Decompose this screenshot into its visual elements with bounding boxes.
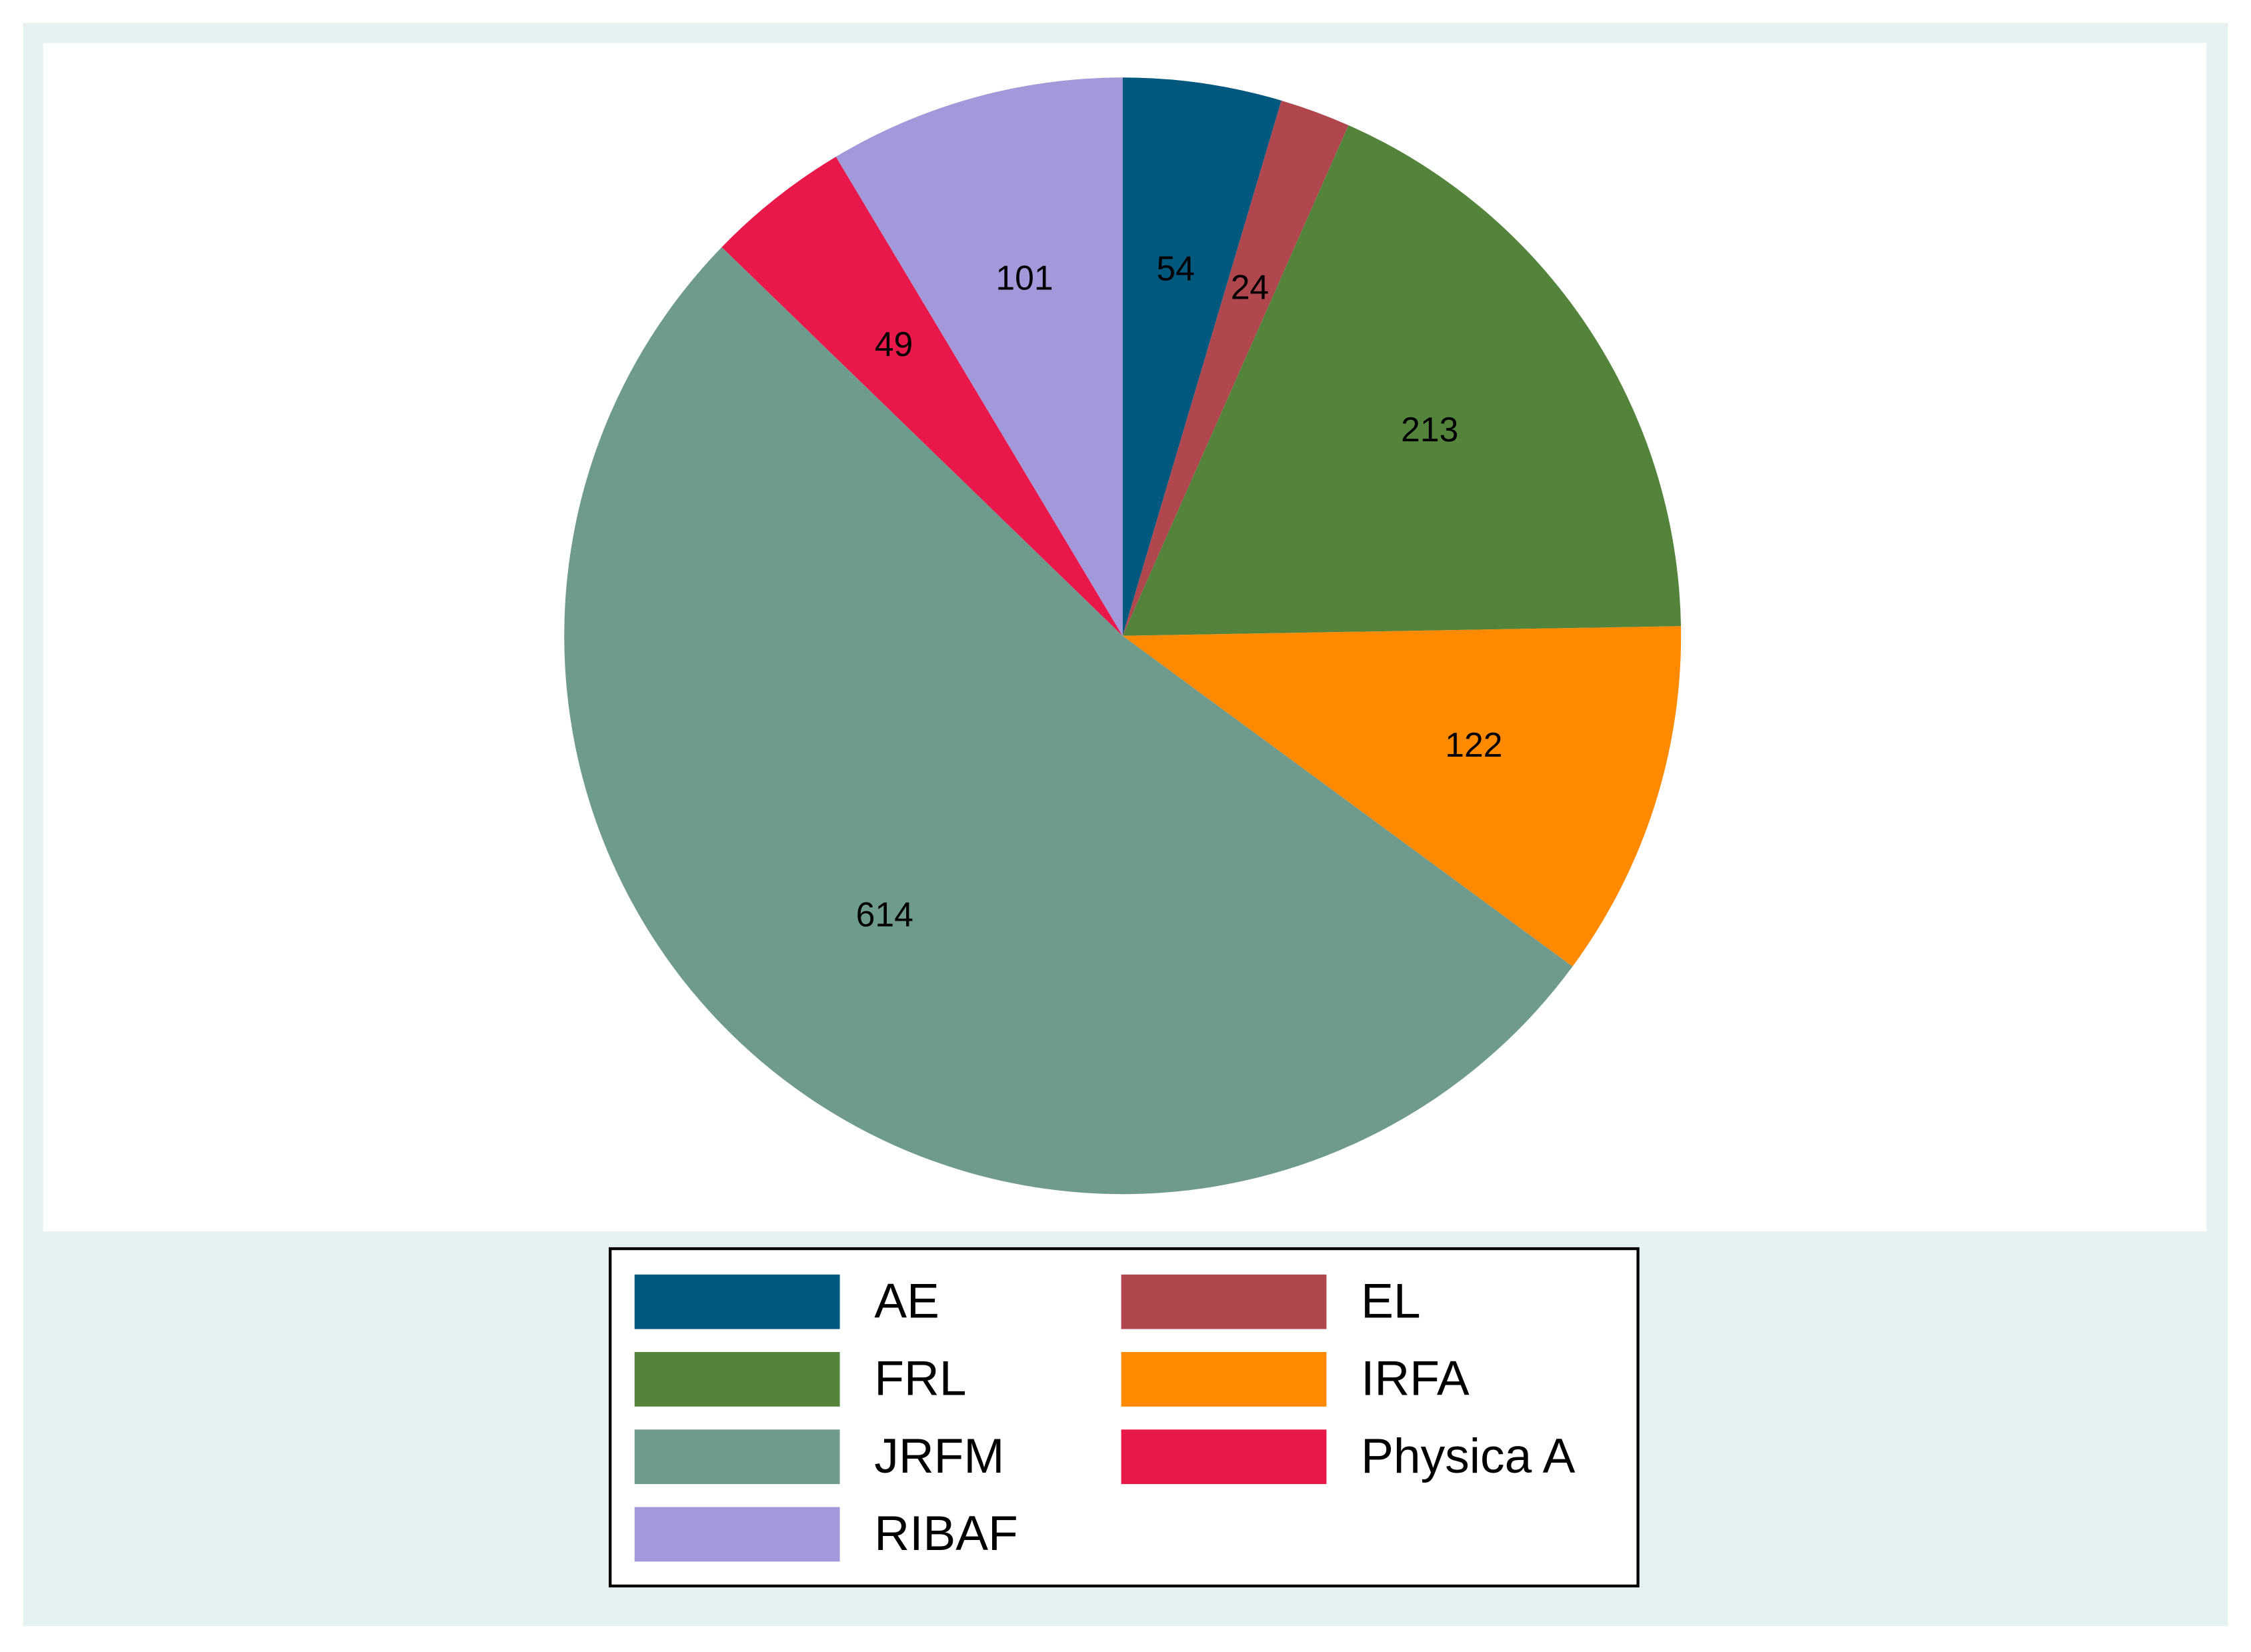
pie-slice	[564, 247, 1573, 1195]
legend-swatch	[1121, 1352, 1327, 1407]
legend-swatch	[634, 1352, 840, 1407]
pie-slice	[1122, 125, 1682, 636]
slice-label: 24	[1231, 268, 1269, 307]
legend-swatch	[634, 1274, 840, 1329]
slice-label: 49	[875, 325, 913, 363]
legend-label: IRFA	[1361, 1351, 1470, 1406]
legend-label: RIBAF	[874, 1506, 1018, 1561]
legend-swatch	[634, 1507, 840, 1562]
slice-label: 614	[856, 895, 913, 933]
legend-label: Physica A	[1361, 1429, 1576, 1483]
legend-label: FRL	[874, 1351, 966, 1406]
pie-slice	[1122, 100, 1349, 636]
legend-label: EL	[1361, 1273, 1421, 1328]
slice-label: 54	[1156, 249, 1194, 287]
legend-swatch	[1121, 1274, 1327, 1329]
pie-slice	[835, 77, 1123, 636]
legend-label: JRFM	[874, 1429, 1004, 1483]
pie-slice	[1122, 626, 1682, 967]
legend-swatch	[1121, 1429, 1327, 1485]
legend-label: AE	[874, 1273, 939, 1328]
legend-swatch	[634, 1429, 840, 1485]
slice-label: 122	[1445, 725, 1502, 764]
slice-label: 101	[995, 259, 1053, 297]
pie-slice	[1122, 77, 1282, 636]
slice-label: 213	[1401, 410, 1458, 449]
pie-slice	[721, 157, 1123, 636]
